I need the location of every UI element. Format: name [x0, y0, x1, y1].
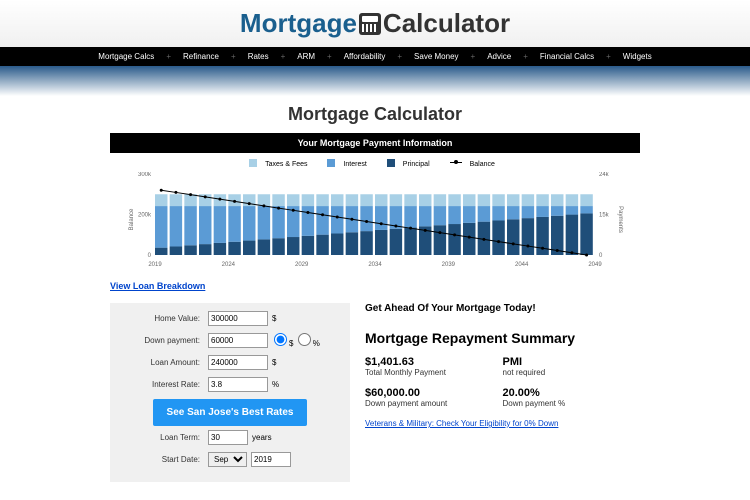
pmi-value: not required — [503, 368, 641, 377]
legend-interest: Interest — [343, 161, 366, 168]
down-payment-label: Down payment: — [118, 336, 208, 345]
page-title: Mortgage Calculator — [110, 96, 640, 133]
svg-text:2034: 2034 — [368, 262, 382, 267]
main-nav: Mortgage Calcs+Refinance+Rates+ARM+Affor… — [0, 47, 750, 66]
nav-financial-calcs[interactable]: Financial Calcs — [534, 52, 600, 61]
loan-amount-unit: $ — [272, 358, 276, 367]
svg-text:15k: 15k — [599, 213, 610, 219]
monthly-payment-label: Total Monthly Payment — [365, 368, 503, 377]
nav-advice[interactable]: Advice — [481, 52, 517, 61]
interest-rate-unit: % — [272, 380, 279, 389]
loan-amount-label: Loan Amount: — [118, 358, 208, 367]
logo-text-1: Mortgage — [240, 8, 357, 38]
svg-text:24k: 24k — [599, 172, 610, 178]
legend-principal-swatch — [387, 159, 395, 167]
chart-svg: 2019 2024 2029 2034 2039 2044 2049 0 200k 300k 0 15… — [120, 172, 630, 267]
veterans-link[interactable]: Veterans & Military: Check Your Eligibil… — [365, 419, 558, 428]
interest-rate-label: Interest Rate: — [118, 380, 208, 389]
nav-widgets[interactable]: Widgets — [617, 52, 658, 61]
summary-panel: Get Ahead Of Your Mortgage Today! Mortga… — [365, 303, 640, 482]
svg-text:2019: 2019 — [148, 262, 162, 267]
nav-refinance[interactable]: Refinance — [177, 52, 225, 61]
svg-text:2044: 2044 — [515, 262, 529, 267]
nav-mortgage-calcs[interactable]: Mortgage Calcs — [92, 52, 160, 61]
legend-balance-swatch — [450, 162, 462, 163]
legend-balance: Balance — [470, 161, 495, 168]
loan-term-label: Loan Term: — [118, 433, 208, 442]
svg-text:2039: 2039 — [442, 262, 456, 267]
chart: 2019 2024 2029 2034 2039 2044 2049 0 200k 300k 0 15… — [120, 172, 630, 267]
legend-interest-swatch — [327, 159, 335, 167]
monthly-payment-value: $1,401.63 — [365, 356, 503, 368]
loan-amount-input[interactable] — [208, 355, 268, 370]
summary-headline: Get Ahead Of Your Mortgage Today! — [365, 303, 640, 314]
info-bar: Your Mortgage Payment Information — [110, 133, 640, 153]
summary-title: Mortgage Repayment Summary — [365, 330, 640, 346]
home-value-unit: $ — [272, 314, 276, 323]
loan-term-input[interactable] — [208, 430, 248, 445]
svg-text:0: 0 — [599, 253, 603, 259]
svg-text:Payments: Payments — [617, 206, 623, 233]
see-rates-button[interactable]: See San Jose's Best Rates — [153, 399, 308, 426]
bottom-section: Home Value: $ Down payment: $ % Loan Amo… — [110, 303, 640, 482]
nav-arm[interactable]: ARM — [291, 52, 321, 61]
legend-taxes: Taxes & Fees — [265, 161, 307, 168]
down-amt-value: $60,000.00 — [365, 387, 503, 399]
down-pct-label: Down payment % — [503, 399, 641, 408]
start-year-input[interactable] — [251, 452, 291, 467]
view-breakdown-link[interactable]: View Loan Breakdown — [110, 273, 205, 299]
loan-term-unit: years — [252, 433, 272, 442]
svg-text:300k: 300k — [138, 172, 152, 178]
nav-affordability[interactable]: Affordability — [338, 52, 392, 61]
form-panel: Home Value: $ Down payment: $ % Loan Amo… — [110, 303, 350, 482]
chart-legend: Taxes & Fees Interest Principal Balance — [120, 157, 630, 170]
down-amt-label: Down payment amount — [365, 399, 503, 408]
header: Mortgage Calculator — [0, 0, 750, 47]
svg-text:2024: 2024 — [222, 262, 236, 267]
home-value-label: Home Value: — [118, 314, 208, 323]
legend-principal: Principal — [403, 161, 430, 168]
interest-rate-input[interactable] — [208, 377, 268, 392]
content: Mortgage Calculator Your Mortgage Paymen… — [0, 96, 750, 482]
nav-rates[interactable]: Rates — [242, 52, 275, 61]
start-month-select[interactable]: Sep — [208, 452, 247, 467]
start-date-label: Start Date: — [118, 455, 208, 464]
svg-text:0: 0 — [148, 253, 152, 259]
logo-text-2: Calculator — [383, 8, 510, 38]
down-payment-dollar-radio[interactable] — [274, 333, 287, 346]
gradient-band — [0, 66, 750, 96]
home-value-input[interactable] — [208, 311, 268, 326]
svg-text:200k: 200k — [138, 213, 152, 219]
down-payment-pct-radio[interactable] — [298, 333, 311, 346]
svg-text:2029: 2029 — [295, 262, 309, 267]
logo[interactable]: Mortgage Calculator — [0, 8, 750, 39]
svg-text:2049: 2049 — [588, 262, 602, 267]
pmi-title: PMI — [503, 356, 641, 368]
legend-taxes-swatch — [249, 159, 257, 167]
down-pct-value: 20.00% — [503, 387, 641, 399]
down-payment-input[interactable] — [208, 333, 268, 348]
chart-area: Taxes & Fees Interest Principal Balance … — [110, 153, 640, 273]
svg-text:Balance: Balance — [129, 208, 135, 230]
calculator-icon — [359, 13, 381, 35]
nav-save-money[interactable]: Save Money — [408, 52, 464, 61]
